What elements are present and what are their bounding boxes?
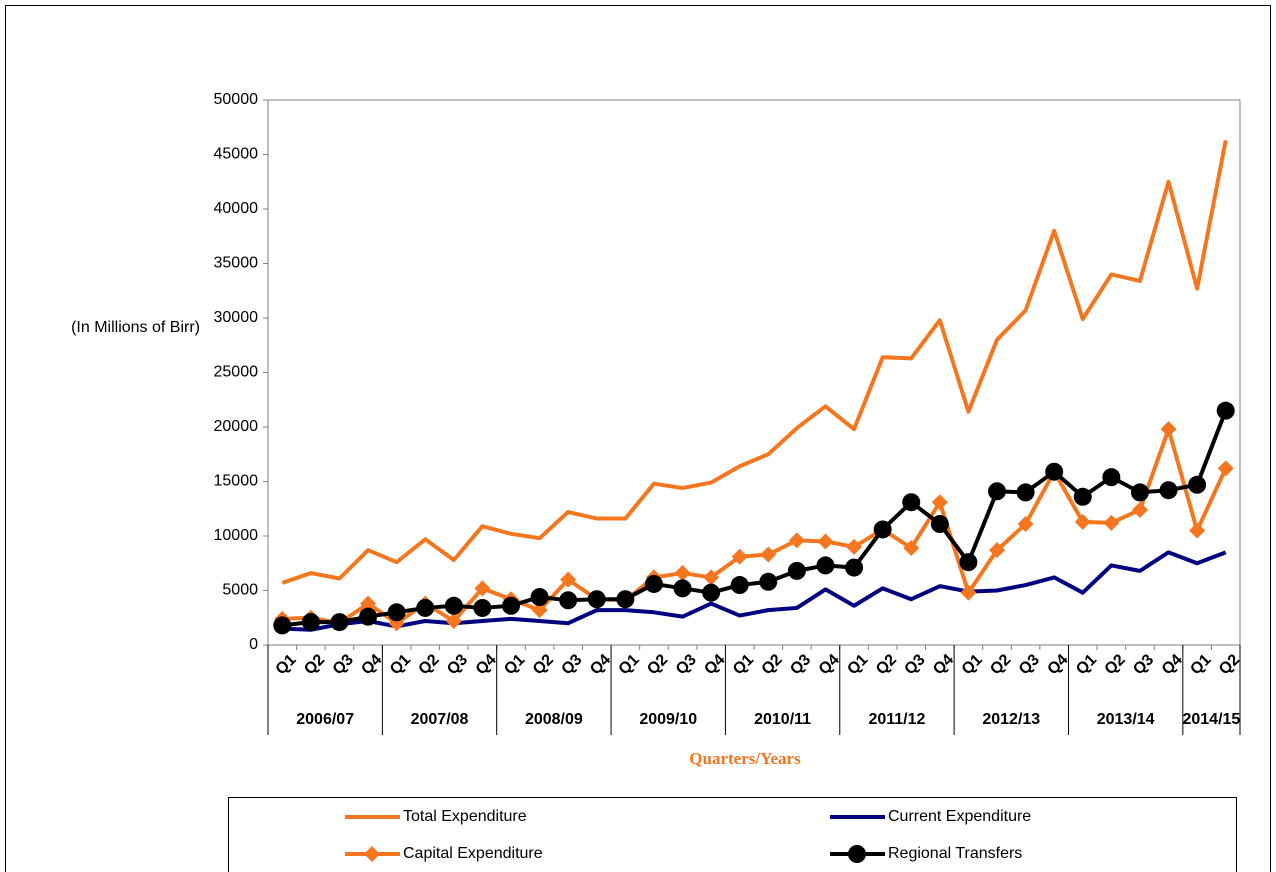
- data-point: [788, 532, 805, 549]
- data-point: [1073, 487, 1092, 506]
- data-point: [846, 538, 863, 555]
- data-point: [702, 583, 721, 602]
- data-point: [759, 572, 778, 591]
- data-point: [1016, 483, 1035, 502]
- chart-border: [5, 5, 1271, 872]
- data-point: [960, 584, 977, 601]
- series-line: [281, 139, 1228, 585]
- data-point: [988, 482, 1006, 501]
- data-point: [730, 576, 749, 595]
- data-point: [1189, 522, 1206, 539]
- series-line: [282, 409, 1228, 628]
- data-point: [1159, 481, 1178, 500]
- y-tick-label: 50000: [214, 91, 259, 108]
- data-point: [1130, 483, 1149, 502]
- data-point: [330, 613, 349, 632]
- data-point: [560, 571, 577, 588]
- data-point: [644, 574, 663, 593]
- data-point: [1131, 501, 1148, 518]
- data-point: [1216, 401, 1235, 420]
- y-tick-label: 20000: [214, 418, 259, 435]
- legend-label: Current Expenditure: [888, 808, 1031, 825]
- data-point: [674, 565, 691, 582]
- year-label: 2012/13: [982, 711, 1040, 728]
- data-point: [360, 595, 377, 612]
- data-point: [959, 553, 978, 572]
- year-label: 2010/11: [754, 711, 811, 728]
- data-point: [1045, 462, 1064, 481]
- data-point: [1103, 514, 1120, 531]
- x-axis-label: Quarters/Years: [689, 749, 801, 768]
- data-point: [845, 558, 864, 577]
- data-point: [787, 561, 806, 580]
- data-point: [760, 546, 777, 563]
- series-line: [282, 550, 1227, 632]
- data-point: [473, 598, 492, 617]
- data-point: [673, 579, 692, 598]
- data-point: [273, 616, 292, 635]
- data-point: [530, 588, 549, 607]
- data-point: [989, 542, 1005, 559]
- data-point: [1017, 516, 1034, 533]
- data-point: [931, 494, 948, 511]
- data-point: [416, 598, 435, 617]
- year-label: 2006/07: [296, 711, 354, 728]
- y-tick-label: 10000: [214, 527, 259, 544]
- data-point: [816, 556, 835, 575]
- data-point: [616, 590, 635, 609]
- y-tick-label: 40000: [214, 200, 259, 217]
- series-line: [282, 427, 1228, 626]
- data-point: [903, 539, 920, 556]
- y-tick-label: 30000: [214, 309, 259, 326]
- legend-label: Regional Transfers: [888, 845, 1022, 862]
- data-point: [359, 607, 378, 626]
- data-point: [474, 580, 491, 597]
- data-point: [502, 596, 520, 615]
- data-point: [531, 602, 548, 619]
- data-point: [444, 596, 463, 615]
- legend-marker: [848, 845, 866, 863]
- y-tick-label: 45000: [214, 146, 259, 163]
- year-label: 2011/12: [868, 711, 925, 728]
- y-tick-label: 15000: [214, 473, 259, 490]
- y-tick-label: 35000: [214, 255, 259, 272]
- data-point: [1102, 468, 1121, 487]
- data-point: [703, 569, 720, 586]
- y-tick-label: 0: [249, 636, 258, 653]
- data-point: [559, 591, 578, 610]
- y-tick-label: 25000: [214, 364, 259, 381]
- year-label: 2007/08: [411, 711, 469, 728]
- year-label: 2014/15: [1182, 711, 1240, 728]
- year-label: 2009/10: [639, 711, 697, 728]
- data-point: [387, 603, 406, 622]
- data-point: [930, 515, 949, 534]
- year-label: 2008/09: [525, 711, 583, 728]
- legend-marker: [364, 846, 380, 862]
- data-point: [902, 493, 921, 512]
- data-point: [445, 613, 462, 630]
- y-tick-label: 5000: [222, 582, 258, 599]
- legend-label: Capital Expenditure: [403, 845, 543, 862]
- year-label: 2013/14: [1097, 711, 1155, 728]
- legend-box: [228, 797, 1237, 872]
- data-point: [873, 520, 892, 539]
- y-axis-label: (In Millions of Birr): [71, 319, 200, 336]
- data-point: [1160, 421, 1177, 438]
- data-point: [1217, 460, 1234, 477]
- data-point: [1188, 475, 1207, 494]
- data-point: [301, 613, 320, 632]
- data-point: [731, 548, 748, 565]
- legend-label: Total Expenditure: [403, 808, 527, 825]
- data-point: [817, 533, 834, 550]
- data-point: [1074, 513, 1091, 530]
- data-point: [587, 590, 606, 609]
